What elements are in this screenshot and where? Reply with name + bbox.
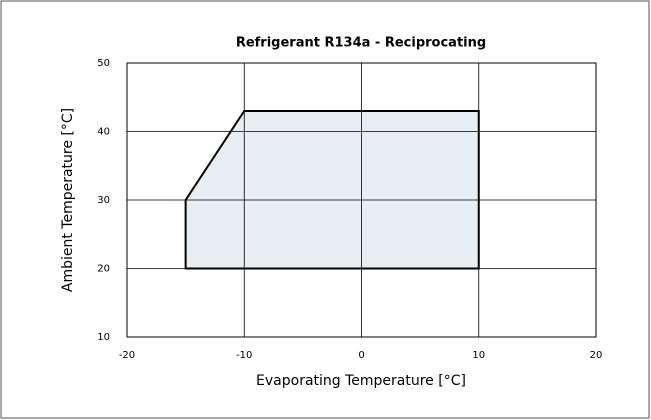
plot-frame (126, 62, 597, 338)
y-tick-label: 30 (97, 195, 110, 206)
envelope (184, 109, 480, 270)
x-tick-label: 0 (358, 350, 364, 361)
x-axis-label: Evaporating Temperature [°C] (256, 373, 466, 389)
x-tick-label: 20 (590, 350, 603, 361)
y-tick-label: 10 (97, 332, 110, 343)
x-tick-label: -20 (119, 350, 135, 361)
x-tick-label: -10 (236, 350, 252, 361)
y-axis-label: Ambient Temperature [°C] (60, 108, 76, 292)
y-tick-label: 40 (97, 127, 110, 138)
chart-title: Refrigerant R134a - Reciprocating (236, 36, 486, 51)
y-tick-label: 50 (97, 58, 110, 69)
x-tick-label: 10 (472, 350, 485, 361)
y-tick-label: 20 (97, 264, 110, 275)
